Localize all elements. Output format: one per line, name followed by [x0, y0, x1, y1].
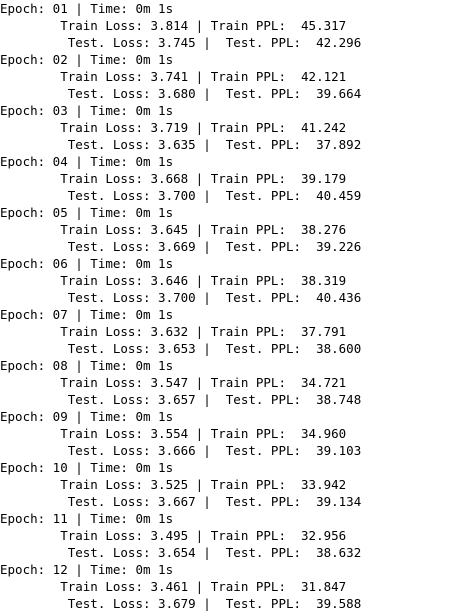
- epoch-block: Epoch: 09 | Time: 0m 1s Train Loss: 3.55…: [0, 408, 453, 459]
- test-metrics-line: Test. Loss: 3.667 | Test. PPL: 39.134: [0, 493, 453, 510]
- test-metrics-line: Test. Loss: 3.635 | Test. PPL: 37.892: [0, 136, 453, 153]
- epoch-header-line: Epoch: 12 | Time: 0m 1s: [0, 561, 453, 578]
- epoch-header-line: Epoch: 01 | Time: 0m 1s: [0, 0, 453, 17]
- train-metrics-line: Train Loss: 3.741 | Train PPL: 42.121: [0, 68, 453, 85]
- train-metrics-line: Train Loss: 3.495 | Train PPL: 32.956: [0, 527, 453, 544]
- train-metrics-line: Train Loss: 3.554 | Train PPL: 34.960: [0, 425, 453, 442]
- epoch-block: Epoch: 06 | Time: 0m 1s Train Loss: 3.64…: [0, 255, 453, 306]
- train-metrics-line: Train Loss: 3.632 | Train PPL: 37.791: [0, 323, 453, 340]
- train-metrics-line: Train Loss: 3.645 | Train PPL: 38.276: [0, 221, 453, 238]
- train-metrics-line: Train Loss: 3.719 | Train PPL: 41.242: [0, 119, 453, 136]
- test-metrics-line: Test. Loss: 3.679 | Test. PPL: 39.588: [0, 595, 453, 612]
- epoch-header-line: Epoch: 02 | Time: 0m 1s: [0, 51, 453, 68]
- epoch-header-line: Epoch: 06 | Time: 0m 1s: [0, 255, 453, 272]
- train-metrics-line: Train Loss: 3.668 | Train PPL: 39.179: [0, 170, 453, 187]
- epoch-header-line: Epoch: 07 | Time: 0m 1s: [0, 306, 453, 323]
- epoch-block: Epoch: 07 | Time: 0m 1s Train Loss: 3.63…: [0, 306, 453, 357]
- epoch-header-line: Epoch: 03 | Time: 0m 1s: [0, 102, 453, 119]
- epoch-block: Epoch: 02 | Time: 0m 1s Train Loss: 3.74…: [0, 51, 453, 102]
- epoch-block: Epoch: 10 | Time: 0m 1s Train Loss: 3.52…: [0, 459, 453, 510]
- test-metrics-line: Test. Loss: 3.700 | Test. PPL: 40.459: [0, 187, 453, 204]
- train-metrics-line: Train Loss: 3.461 | Train PPL: 31.847: [0, 578, 453, 595]
- train-metrics-line: Train Loss: 3.525 | Train PPL: 33.942: [0, 476, 453, 493]
- epoch-header-line: Epoch: 04 | Time: 0m 1s: [0, 153, 453, 170]
- train-metrics-line: Train Loss: 3.547 | Train PPL: 34.721: [0, 374, 453, 391]
- train-metrics-line: Train Loss: 3.646 | Train PPL: 38.319: [0, 272, 453, 289]
- epoch-block: Epoch: 08 | Time: 0m 1s Train Loss: 3.54…: [0, 357, 453, 408]
- test-metrics-line: Test. Loss: 3.700 | Test. PPL: 40.436: [0, 289, 453, 306]
- epoch-header-line: Epoch: 10 | Time: 0m 1s: [0, 459, 453, 476]
- epoch-block: Epoch: 01 | Time: 0m 1s Train Loss: 3.81…: [0, 0, 453, 51]
- test-metrics-line: Test. Loss: 3.657 | Test. PPL: 38.748: [0, 391, 453, 408]
- train-metrics-line: Train Loss: 3.814 | Train PPL: 45.317: [0, 17, 453, 34]
- epoch-header-line: Epoch: 08 | Time: 0m 1s: [0, 357, 453, 374]
- test-metrics-line: Test. Loss: 3.680 | Test. PPL: 39.664: [0, 85, 453, 102]
- test-metrics-line: Test. Loss: 3.669 | Test. PPL: 39.226: [0, 238, 453, 255]
- test-metrics-line: Test. Loss: 3.653 | Test. PPL: 38.600: [0, 340, 453, 357]
- epoch-header-line: Epoch: 09 | Time: 0m 1s: [0, 408, 453, 425]
- test-metrics-line: Test. Loss: 3.745 | Test. PPL: 42.296: [0, 34, 453, 51]
- epoch-block: Epoch: 11 | Time: 0m 1s Train Loss: 3.49…: [0, 510, 453, 561]
- epoch-header-line: Epoch: 11 | Time: 0m 1s: [0, 510, 453, 527]
- epoch-header-line: Epoch: 05 | Time: 0m 1s: [0, 204, 453, 221]
- epoch-block: Epoch: 05 | Time: 0m 1s Train Loss: 3.64…: [0, 204, 453, 255]
- test-metrics-line: Test. Loss: 3.666 | Test. PPL: 39.103: [0, 442, 453, 459]
- epoch-block: Epoch: 04 | Time: 0m 1s Train Loss: 3.66…: [0, 153, 453, 204]
- test-metrics-line: Test. Loss: 3.654 | Test. PPL: 38.632: [0, 544, 453, 561]
- epoch-block: Epoch: 12 | Time: 0m 1s Train Loss: 3.46…: [0, 561, 453, 612]
- epoch-block: Epoch: 03 | Time: 0m 1s Train Loss: 3.71…: [0, 102, 453, 153]
